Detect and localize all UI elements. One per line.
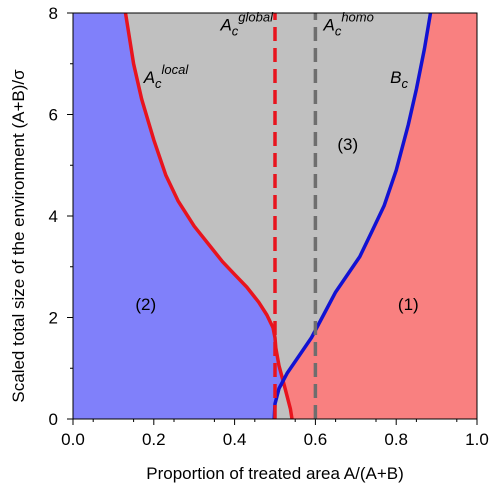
x-tick-label: 0.0 bbox=[61, 430, 85, 449]
x-tick-label: 1.0 bbox=[465, 430, 489, 449]
curve-annotations: Acglobal Achomo Aclocal Bc bbox=[143, 9, 409, 91]
region-label-3: (3) bbox=[337, 135, 358, 154]
y-tick-label: 4 bbox=[49, 207, 58, 226]
y-tick-label: 6 bbox=[49, 106, 58, 125]
series-lines bbox=[123, 12, 433, 420]
region-labels: (1) (2) (3) bbox=[135, 135, 418, 314]
region-label-2: (2) bbox=[135, 295, 156, 314]
series-line-1 bbox=[272, 12, 433, 420]
curve-annotation-0: Acglobal bbox=[219, 9, 274, 38]
region-1-area bbox=[274, 13, 477, 419]
plot-regions bbox=[73, 13, 477, 419]
series-line-0 bbox=[123, 12, 294, 420]
y-tick-label: 0 bbox=[49, 410, 58, 429]
curve-annotation-2: Aclocal bbox=[143, 62, 190, 91]
region-2-area bbox=[73, 13, 292, 419]
y-axis-label: Scaled total size of the environment (A+… bbox=[9, 69, 28, 403]
x-tick-label: 0.4 bbox=[223, 430, 247, 449]
x-axis: 0.0 0.2 0.4 0.6 0.8 1.0 bbox=[61, 419, 489, 449]
curve-annotation-1: Achomo bbox=[322, 9, 373, 38]
curve-annotation-3: Bc bbox=[390, 68, 408, 91]
y-axis: 0 2 4 6 8 bbox=[49, 4, 73, 429]
x-tick-label: 0.6 bbox=[304, 430, 328, 449]
x-axis-label: Proportion of treated area A/(A+B) bbox=[146, 464, 404, 483]
y-tick-label: 2 bbox=[49, 309, 58, 328]
x-tick-label: 0.8 bbox=[384, 430, 408, 449]
y-tick-label: 8 bbox=[49, 4, 58, 23]
region-label-1: (1) bbox=[398, 295, 419, 314]
region-3-area bbox=[125, 13, 431, 419]
x-tick-label: 0.2 bbox=[142, 430, 166, 449]
